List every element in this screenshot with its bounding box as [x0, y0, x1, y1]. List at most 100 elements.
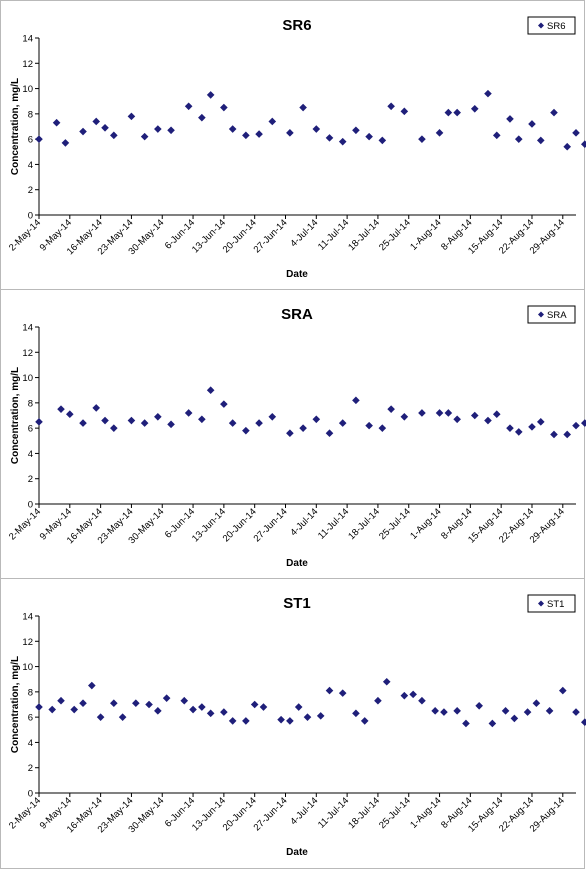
data-point	[470, 411, 479, 420]
data-point	[462, 719, 470, 728]
x-axis-title: Date	[286, 269, 308, 280]
data-point	[572, 708, 580, 716]
data-point	[550, 430, 558, 439]
data-point	[154, 125, 162, 133]
data-point	[506, 115, 514, 123]
data-point	[418, 135, 426, 143]
data-point	[206, 709, 215, 718]
data-point	[572, 129, 580, 137]
x-tick-label: 1-Aug-14	[408, 795, 443, 830]
chart-title: SR6	[282, 17, 311, 34]
y-axis-title: Concentration, mg/L	[10, 656, 21, 753]
data-point	[294, 703, 303, 711]
data-point	[528, 120, 536, 128]
data-point	[198, 415, 206, 424]
data-point	[79, 127, 87, 136]
data-point	[338, 419, 347, 427]
data-point	[581, 419, 586, 427]
data-point	[110, 131, 118, 140]
data-point	[70, 705, 79, 714]
data-point	[145, 700, 153, 709]
data-point	[48, 705, 57, 714]
x-tick-label: 11-Jul-14	[316, 795, 351, 830]
x-tick-label: 27-Jun-14	[252, 217, 290, 255]
data-point	[35, 703, 43, 711]
data-point	[431, 707, 439, 715]
data-point	[162, 694, 171, 702]
legend-marker	[538, 600, 544, 607]
data-point	[57, 405, 65, 413]
y-tick-label: 0	[28, 500, 33, 511]
data-point	[220, 400, 228, 408]
data-point	[453, 415, 461, 424]
data-point	[484, 416, 492, 425]
data-point	[506, 424, 514, 432]
data-point	[206, 386, 215, 395]
x-tick-label: 25-Jul-14	[377, 795, 413, 831]
y-tick-label: 4	[28, 738, 33, 749]
x-tick-label: 25-Jul-14	[377, 506, 413, 542]
data-point	[558, 686, 567, 695]
data-point	[286, 129, 294, 137]
data-point	[132, 699, 140, 708]
data-point	[35, 135, 43, 143]
data-point	[57, 696, 65, 705]
data-point	[255, 130, 263, 138]
data-point	[198, 703, 206, 711]
data-point	[378, 136, 387, 145]
chart-panel-st1: ST1 0 2 4 6 8 10 12 14 2-May-14 9-May-14 16-May-14 2…	[0, 578, 586, 869]
data-point	[268, 412, 277, 421]
data-point	[514, 135, 523, 143]
data-point	[510, 714, 519, 723]
data-point	[189, 705, 197, 714]
data-point	[435, 409, 444, 417]
chart-sr6: SR6024681012142-May-149-May-1416-May-142…	[7, 16, 586, 280]
data-point	[92, 404, 101, 412]
data-point	[418, 696, 426, 705]
data-point	[220, 708, 228, 716]
data-point	[352, 709, 360, 718]
x-tick-label: 27-Jun-14	[252, 506, 290, 544]
data-point	[180, 696, 189, 705]
data-point	[206, 91, 215, 99]
data-point	[488, 719, 497, 728]
y-tick-label: 14	[22, 323, 33, 334]
data-point	[492, 131, 501, 140]
x-tick-label: 2-May-14	[7, 217, 43, 253]
y-axis-title: Concentration, mg/L	[10, 367, 21, 464]
data-point	[110, 699, 118, 708]
data-point	[312, 415, 321, 424]
x-tick-label: 11-Jul-14	[316, 506, 351, 541]
data-point	[259, 703, 268, 711]
data-point	[374, 696, 382, 705]
data-point	[52, 118, 61, 127]
data-point	[418, 409, 426, 417]
y-tick-label: 10	[22, 662, 33, 673]
legend: ST1	[527, 594, 576, 613]
data-point	[325, 429, 334, 437]
data-point	[325, 686, 334, 695]
y-tick-label: 14	[22, 34, 33, 45]
data-point	[299, 424, 307, 432]
data-point	[444, 108, 453, 117]
y-tick-label: 12	[22, 637, 33, 648]
y-tick-label: 10	[22, 373, 33, 384]
data-point	[299, 103, 307, 112]
data-point	[528, 423, 536, 431]
x-axis-title: Date	[286, 558, 308, 569]
data-point	[242, 717, 250, 725]
data-point	[66, 410, 74, 419]
data-point	[250, 700, 259, 709]
data-point	[167, 126, 175, 135]
data-point	[581, 140, 586, 148]
legend: SRA	[527, 305, 576, 324]
y-axis-title: Concentration, mg/L	[10, 78, 21, 175]
data-point	[312, 125, 321, 133]
data-point	[228, 717, 237, 725]
data-point	[338, 137, 347, 146]
data-point	[167, 420, 175, 429]
y-tick-label: 4	[28, 449, 33, 460]
data-point	[96, 713, 105, 721]
x-tick-label: 18-Jul-14	[346, 217, 382, 253]
data-point	[365, 132, 373, 141]
